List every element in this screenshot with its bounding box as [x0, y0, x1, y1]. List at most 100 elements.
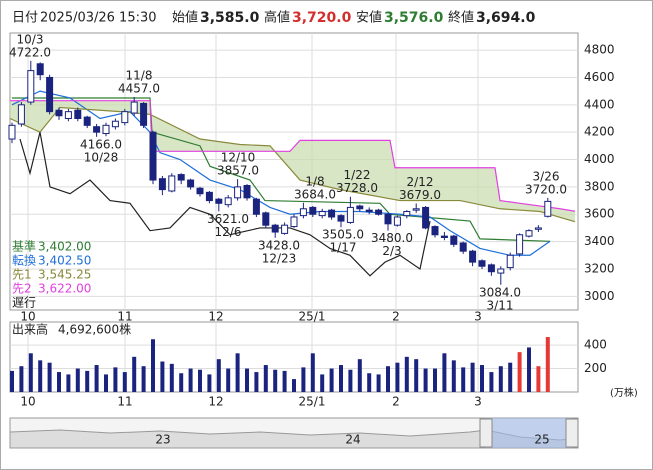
volume-bar: [273, 369, 278, 392]
y-tick-label: 3200: [584, 261, 615, 275]
x-tick-label: 3: [474, 395, 482, 409]
navigator-handle[interactable]: [565, 418, 579, 448]
legend-value: 3,402.00: [38, 240, 91, 254]
indicator-line: [12, 97, 551, 242]
volume-bar: [57, 372, 61, 392]
candle-body: [187, 179, 195, 188]
candle-body: [534, 227, 542, 230]
candle-body: [337, 215, 345, 222]
volume-bar: [75, 368, 80, 392]
candle-body: [318, 211, 326, 217]
volume-bar: [216, 359, 221, 392]
candle-body: [46, 76, 54, 113]
volume-bar: [470, 362, 475, 392]
x-tick-label: 10: [20, 395, 35, 409]
candle-body: [281, 224, 289, 234]
annotation-date: 1/17: [330, 241, 357, 255]
legend-value: 3,622.00: [38, 282, 91, 296]
volume-bar: [320, 374, 325, 392]
volume-bar: [19, 366, 24, 392]
candle-body: [140, 102, 148, 126]
volume-bar: [38, 360, 43, 392]
volume-bar: [282, 370, 287, 392]
y-tick-label: 4400: [584, 97, 615, 111]
annotation-date: 10/28: [84, 150, 119, 164]
volume-bar: [198, 369, 202, 392]
volume-bar: [113, 367, 118, 392]
candle-body: [177, 174, 185, 181]
volume-bar: [226, 368, 231, 392]
volume-bar: [122, 372, 127, 392]
candle-body: [64, 111, 72, 119]
volume-bar: [10, 370, 14, 392]
x-tick-label: 25/1: [299, 395, 326, 409]
volume-bar: [94, 365, 99, 392]
annotation-date: 11/8: [126, 69, 153, 83]
header-value: 3,694.0: [476, 10, 536, 26]
volume-bar: [179, 373, 184, 392]
volume-bar: [254, 372, 259, 392]
candle-body: [393, 216, 401, 226]
volume-title: 出来高: [12, 322, 48, 337]
y-tick-label: 3800: [584, 179, 615, 193]
x-tick-label: 2: [392, 310, 400, 324]
volume-bar: [414, 359, 419, 392]
annotation-date: 12/10: [221, 151, 256, 165]
y-tick-label: 4000: [584, 152, 615, 166]
navigator-label: 24: [345, 433, 360, 447]
y-tick-label: 400: [584, 338, 607, 352]
legend-value: 3,402.50: [38, 254, 91, 268]
candle-body: [478, 260, 486, 267]
volume-bar: [433, 368, 437, 392]
candle-body: [8, 124, 16, 140]
candle-body: [17, 104, 25, 125]
legend-label: 先1: [12, 268, 32, 282]
volume-bar: [188, 368, 193, 392]
candle-body: [121, 111, 129, 124]
volume-bar: [480, 365, 484, 392]
candle-body: [525, 230, 533, 237]
candle-body: [271, 224, 279, 233]
navigator-window[interactable]: [486, 418, 572, 448]
volume-bar: [104, 374, 108, 392]
volume-bar: [141, 366, 146, 392]
legend-value: 3,545.25: [38, 268, 91, 282]
navigator-handle[interactable]: [479, 418, 493, 448]
candle-body: [149, 131, 157, 181]
annotation-value: 3684.0: [294, 187, 336, 201]
indicator-line: [9, 106, 576, 223]
volume-bar: [404, 356, 409, 392]
navigator-label: 23: [155, 433, 170, 447]
x-tick-label: 11: [117, 310, 132, 324]
volume-bar: [235, 353, 240, 392]
header-label: 終値: [448, 10, 474, 26]
header-value: 3,585.0: [200, 10, 260, 26]
volume-bar: [442, 353, 447, 392]
x-tick-label: 12: [208, 310, 223, 324]
x-tick-label: 10: [20, 310, 35, 324]
candle-body: [487, 264, 495, 273]
indicator-line: [11, 90, 551, 256]
y-tick-label: 200: [584, 361, 607, 375]
y-tick-label: 3000: [584, 289, 615, 303]
header-label: 日付: [12, 11, 38, 26]
volume-bar: [367, 373, 372, 392]
annotation-date: 1/22: [344, 168, 371, 182]
annotation-value: 3505.0: [322, 228, 364, 242]
x-tick-label: 11: [117, 395, 132, 409]
candle-body: [158, 178, 166, 191]
candle-body: [130, 101, 138, 114]
annotation-date: 3/11: [487, 298, 514, 312]
candle-body: [506, 254, 514, 269]
volume-bar: [498, 366, 503, 392]
annotation-value: 3728.0: [336, 181, 378, 195]
volume-bar: [47, 362, 52, 392]
y-tick-label: 3400: [584, 234, 615, 248]
candle-body: [403, 211, 411, 217]
volume-latest: 4,692,600株: [58, 322, 131, 337]
annotation-value: 3084.0: [479, 285, 521, 299]
volume-bar: [132, 356, 137, 392]
y-tick-label: 4600: [584, 70, 615, 84]
header-date: 2025/03/26 15:30: [40, 11, 157, 26]
